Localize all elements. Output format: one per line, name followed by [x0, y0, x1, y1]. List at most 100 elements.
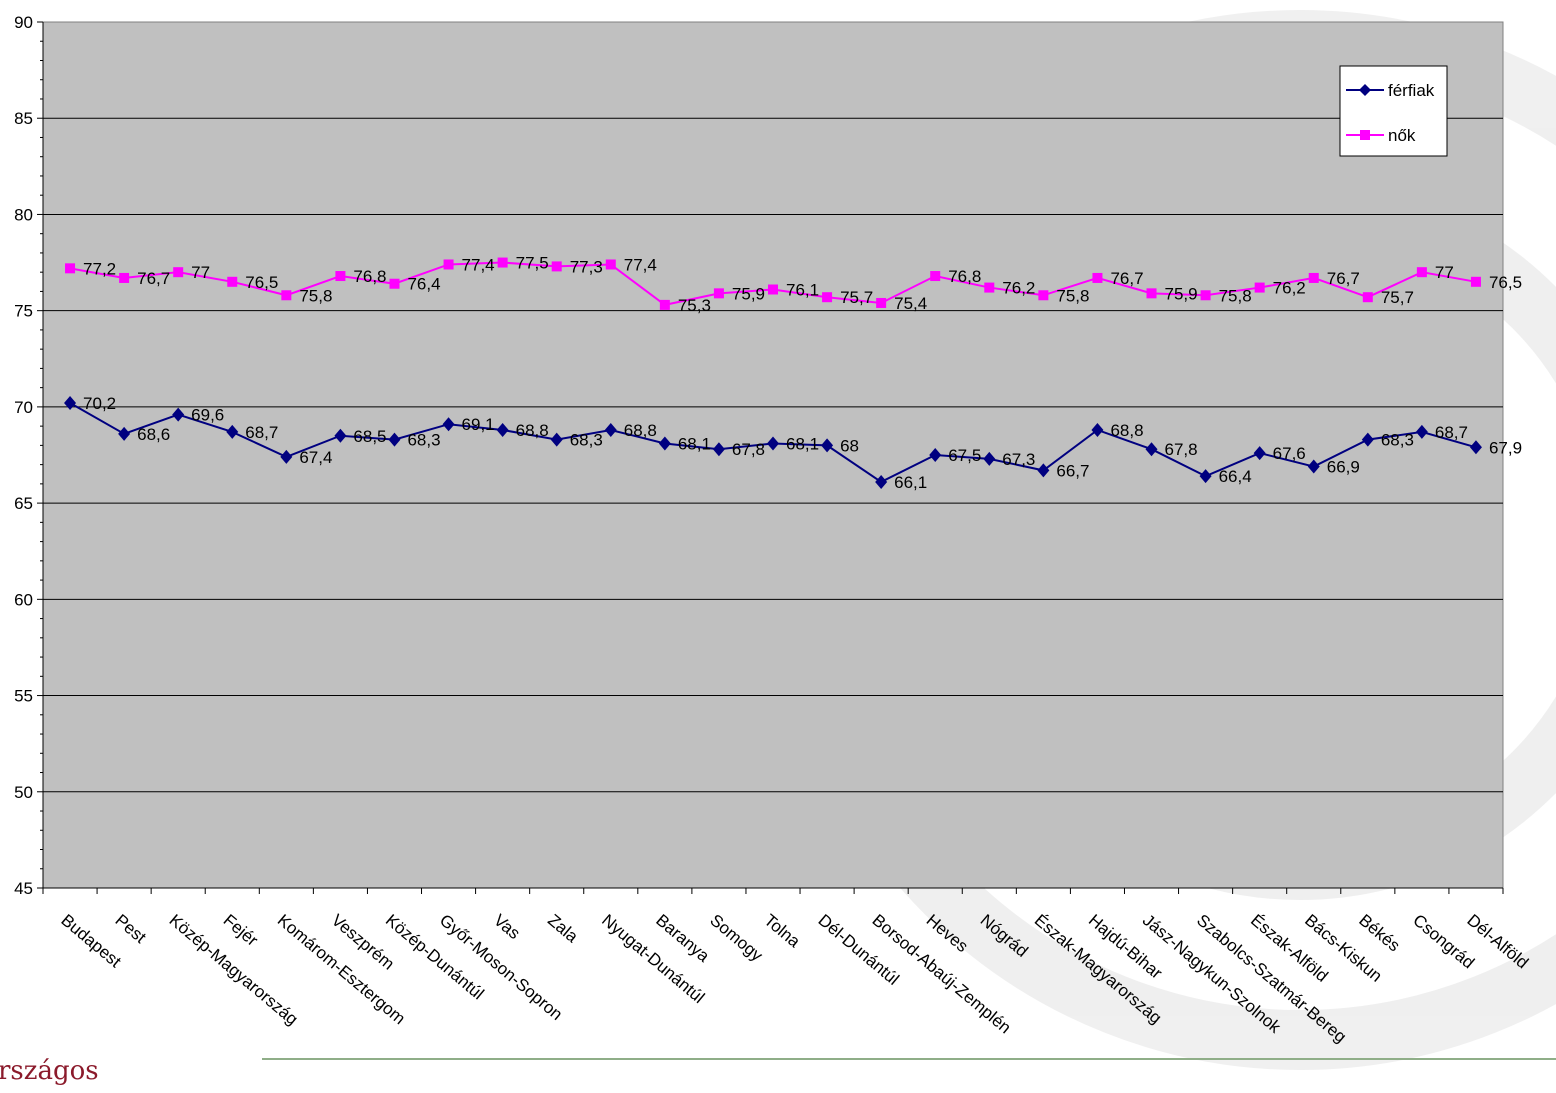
- data-label: 76,1: [786, 280, 819, 299]
- data-point: [280, 449, 293, 464]
- legend-marker-ferfiak: [1359, 84, 1371, 96]
- data-labels: 70,2 68,6 69,6 68,7 67,4 68,5 68,3 69,1 68,8 68,3…: [83, 254, 1522, 492]
- data-point: [1092, 272, 1103, 283]
- data-label: 76,5: [245, 273, 278, 292]
- data-point: [929, 448, 942, 462]
- x-tick-label: Vas: [490, 911, 524, 944]
- x-tick-label: Nógrád: [977, 911, 1032, 961]
- data-label: 68,1: [786, 434, 819, 453]
- data-label: 66,1: [894, 473, 927, 492]
- data-label: 69,1: [462, 415, 495, 434]
- data-label: 75,8: [1056, 286, 1089, 305]
- data-label: 77: [1435, 263, 1454, 282]
- legend-box: [1339, 65, 1448, 157]
- data-label: 68,3: [1381, 431, 1414, 450]
- data-label: 67,3: [1002, 450, 1035, 469]
- data-label: 68,1: [678, 434, 711, 453]
- data-label: 68,8: [1110, 421, 1143, 440]
- data-label: 75,3: [678, 296, 711, 315]
- data-label: 69,6: [191, 406, 224, 425]
- data-label: 76,7: [1110, 269, 1143, 288]
- data-label: 68,5: [353, 427, 386, 446]
- data-label: 77,2: [83, 259, 116, 278]
- data-point: [1038, 290, 1049, 301]
- y-tick-label: 50: [14, 783, 33, 802]
- data-point: [388, 432, 401, 447]
- data-point: [173, 267, 184, 278]
- data-point: [1146, 288, 1157, 299]
- data-point: [604, 422, 617, 437]
- x-tick-label: Fejér: [220, 911, 262, 951]
- data-point: [1361, 432, 1374, 447]
- footer-rule: [262, 1058, 1556, 1060]
- data-label: 75,9: [1165, 284, 1198, 303]
- data-label: 66,7: [1056, 461, 1089, 480]
- data-point: [1362, 292, 1373, 303]
- data-label: 75,7: [1381, 288, 1414, 307]
- data-point: [658, 436, 671, 451]
- axes: 45 50 55 60 65 70 75 80 85 90: [14, 13, 1504, 898]
- data-point: [605, 259, 616, 270]
- data-label: 68,7: [1435, 423, 1468, 442]
- data-point: [443, 259, 454, 270]
- legend: férfiak nők: [1339, 65, 1448, 157]
- data-point: [1308, 272, 1319, 283]
- data-label: 77,5: [516, 254, 549, 273]
- data-label: 77,3: [570, 257, 603, 276]
- data-point: [1037, 463, 1050, 478]
- data-point: [335, 271, 346, 282]
- data-label: 76,2: [1273, 279, 1306, 298]
- data-point: [713, 288, 724, 299]
- data-point: [1307, 459, 1320, 474]
- data-point: [226, 424, 239, 439]
- x-tick-label: Somogy: [706, 911, 766, 966]
- data-point: [767, 436, 779, 451]
- data-point: [118, 426, 131, 441]
- data-point: [1200, 290, 1211, 301]
- data-label: 68,7: [245, 423, 278, 442]
- data-label: 75,9: [732, 284, 765, 303]
- data-point: [1145, 442, 1158, 457]
- data-point: [876, 297, 887, 308]
- data-point: [875, 474, 888, 489]
- footer-org-name: rszágos: [0, 1056, 99, 1086]
- data-point: [334, 428, 347, 443]
- x-tick-label: Dél-Alföld: [1463, 911, 1532, 973]
- gridlines: [43, 117, 1503, 793]
- data-point: [1254, 282, 1265, 293]
- data-point: [712, 442, 725, 457]
- data-label: 76,8: [353, 267, 386, 286]
- y-tick-label: 70: [14, 398, 33, 417]
- legend-marker-nok: [1360, 130, 1370, 140]
- data-label: 68,3: [407, 431, 440, 450]
- y-tick-label: 80: [14, 205, 33, 224]
- y-tick-label: 45: [14, 879, 33, 898]
- y-tick-label: 60: [14, 590, 33, 609]
- data-label: 77,4: [462, 255, 495, 274]
- x-tick-label: Közép-Dunántúl: [382, 911, 488, 1004]
- y-tick-label: 65: [14, 494, 33, 513]
- data-label: 76,7: [137, 269, 170, 288]
- series: [64, 257, 1482, 489]
- data-label: 77,4: [624, 255, 657, 274]
- data-point: [1416, 267, 1427, 278]
- data-label: 76,7: [1327, 269, 1360, 288]
- data-point: [768, 284, 778, 295]
- data-label: 67,9: [1489, 438, 1522, 457]
- data-point: [64, 396, 77, 411]
- data-point: [1091, 422, 1104, 437]
- x-tick-label: Tolna: [760, 911, 804, 952]
- data-label: 68,6: [137, 425, 170, 444]
- data-label: 67,6: [1273, 444, 1306, 463]
- data-point: [119, 272, 130, 283]
- data-point: [1253, 446, 1266, 461]
- data-point: [172, 407, 185, 422]
- x-tick-label: Békés: [1355, 911, 1403, 956]
- data-label: 75,8: [299, 286, 332, 305]
- data-label: 68,8: [624, 421, 657, 440]
- data-point: [930, 271, 941, 282]
- data-point: [822, 292, 833, 303]
- data-label: 76,4: [407, 275, 440, 294]
